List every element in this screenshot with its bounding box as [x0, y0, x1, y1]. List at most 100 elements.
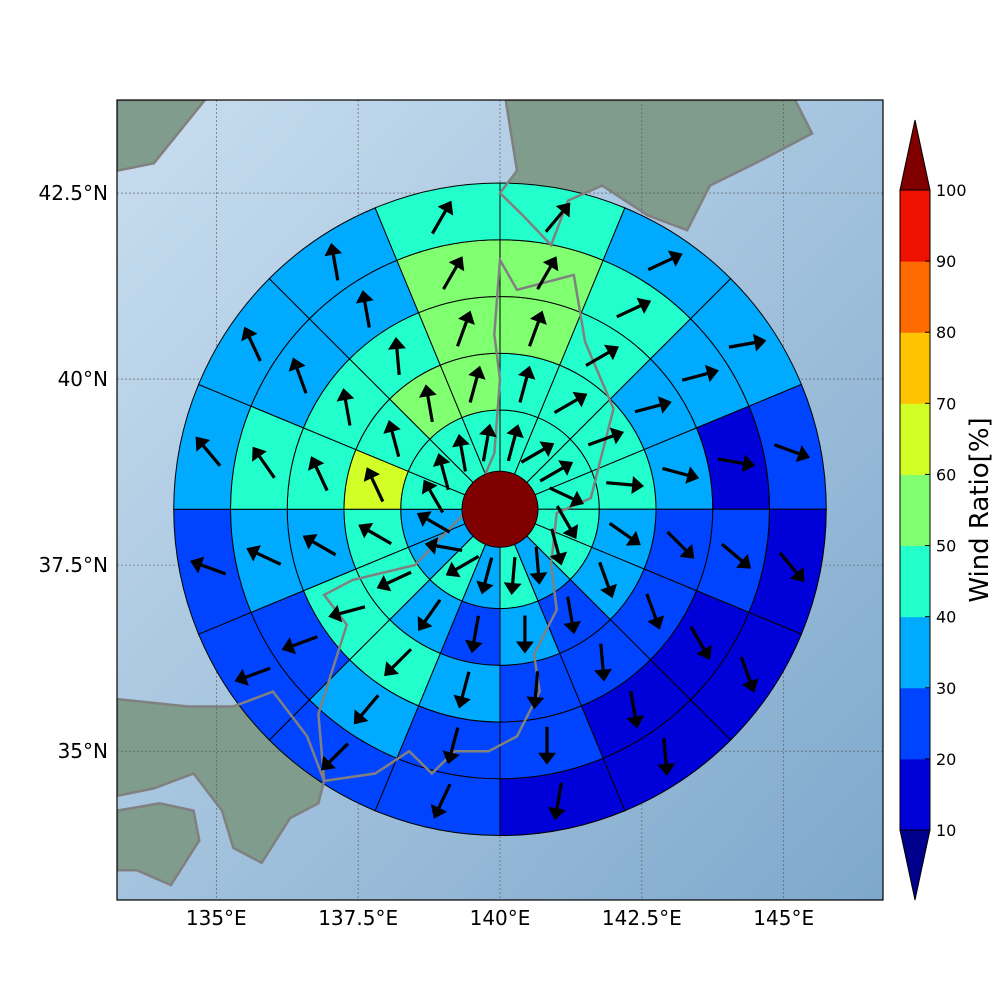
wind-arrow — [662, 466, 700, 484]
wind-arrow — [544, 202, 571, 233]
colorbar-bin — [900, 545, 930, 618]
wind-arrow — [388, 337, 406, 375]
wind-arrow — [598, 561, 617, 599]
wind-arrow — [456, 310, 475, 347]
wind-arrow — [468, 365, 486, 403]
wind-arrow — [419, 384, 437, 423]
wind-arrow — [548, 486, 584, 508]
wind-arrow — [453, 671, 471, 709]
wind-arrow — [587, 427, 624, 447]
wind-arrow — [384, 648, 413, 677]
wind-arrow — [585, 344, 619, 367]
wind-arrow — [417, 599, 442, 631]
wind-arrow — [442, 727, 460, 765]
wind-arrows — [190, 200, 810, 821]
wind-arrow — [252, 446, 276, 479]
latitude-tick-labels: 35°N 37.5°N 40°N 42.5°N — [39, 181, 109, 763]
wind-arrow — [647, 250, 683, 272]
wind-arrow — [452, 434, 470, 472]
wind-arrow — [465, 615, 483, 654]
colorbar-bin — [900, 758, 930, 831]
coastline — [498, 100, 814, 248]
colorbar-bin — [900, 190, 930, 262]
wind-arrow — [431, 200, 454, 235]
wind-arrow — [594, 643, 612, 682]
colorbar-tick-label: 70 — [936, 394, 956, 413]
wind-arrow — [553, 391, 588, 414]
wind-arrow — [720, 542, 752, 569]
map-panel[interactable] — [117, 100, 883, 900]
wind-arrow — [518, 365, 536, 403]
wind-arrow — [479, 423, 497, 462]
coastline — [117, 690, 326, 865]
wind-arrow — [445, 555, 480, 578]
lon-tick-label: 142.5°E — [602, 906, 682, 930]
wind-arrow — [442, 256, 465, 290]
colorbar-tick-label: 50 — [936, 537, 956, 556]
wind-arrow — [555, 505, 579, 539]
wind-arrow — [616, 297, 652, 319]
wind-arrow — [241, 326, 262, 362]
wind-arrow — [506, 424, 524, 462]
colorbar-bin — [900, 403, 930, 475]
wind-arrow — [363, 467, 385, 503]
wind-arrow — [608, 522, 641, 546]
colorbar-tick-label: 10 — [936, 821, 956, 840]
wind-arrow — [526, 671, 545, 710]
wind-ratio-cells — [173, 182, 827, 837]
wind-arrow — [778, 551, 805, 582]
colorbar-tick-label: 40 — [936, 608, 956, 627]
colorbar-under-extension — [899, 829, 931, 901]
coastline — [117, 100, 207, 172]
wind-arrow — [336, 388, 355, 426]
colorbar-bin — [900, 616, 930, 689]
wind-arrow — [308, 456, 329, 492]
wind-arrow — [430, 783, 452, 819]
wind-arrow — [739, 656, 759, 693]
wind-arrow — [383, 420, 401, 458]
colorbar-tick-label: 20 — [936, 750, 956, 769]
wind-arrow — [548, 782, 566, 821]
lat-tick-label: 37.5°N — [39, 553, 109, 577]
wind-arrow — [476, 557, 494, 595]
wind-arrow — [503, 557, 522, 595]
lat-tick-label: 42.5°N — [39, 181, 109, 205]
wind-arrow — [432, 453, 451, 491]
lon-tick-label: 145°E — [753, 906, 814, 930]
colorbar-bin — [900, 261, 930, 333]
land-hokkaido — [500, 100, 813, 246]
colorbar-title: Wind Ratio[%] — [965, 417, 995, 602]
wind-arrow — [681, 364, 719, 383]
wind-arrow — [634, 396, 672, 414]
center-disk — [461, 470, 539, 548]
wind-arrow — [520, 441, 555, 464]
wind-arrow — [536, 256, 559, 290]
wind-arrow — [302, 534, 337, 557]
wind-arrow — [728, 333, 767, 352]
wind-arrow — [689, 626, 712, 660]
colorbar-tick-label: 60 — [936, 465, 956, 484]
wind-arrow — [773, 443, 810, 462]
colorbar-over-extension — [899, 119, 931, 191]
lon-tick-label: 137.5°E — [318, 906, 398, 930]
wind-arrow — [549, 528, 568, 566]
land-shikoku — [117, 803, 200, 886]
wind-arrow — [538, 726, 556, 765]
wind-arrow — [321, 742, 350, 771]
wind-arrow — [195, 436, 222, 467]
lon-tick-label: 140°E — [470, 906, 531, 930]
colorbar-tick-label: 100 — [936, 181, 967, 200]
land-korea-tip — [117, 100, 205, 171]
coastline — [117, 802, 201, 887]
wind-arrow — [424, 537, 463, 555]
wind-arrow — [666, 530, 695, 559]
wind-arrow — [421, 479, 445, 514]
wind-arrow — [529, 546, 548, 585]
lat-tick-label: 40°N — [58, 367, 108, 391]
colorbar-tick-label: 90 — [936, 252, 956, 271]
wind-arrow — [376, 570, 412, 592]
wind-arrow — [324, 242, 343, 281]
wind-arrow — [645, 593, 665, 630]
wind-arrow — [355, 290, 374, 328]
longitude-tick-labels: 135°E 137.5°E 140°E 142.5°E 145°E — [186, 906, 814, 930]
